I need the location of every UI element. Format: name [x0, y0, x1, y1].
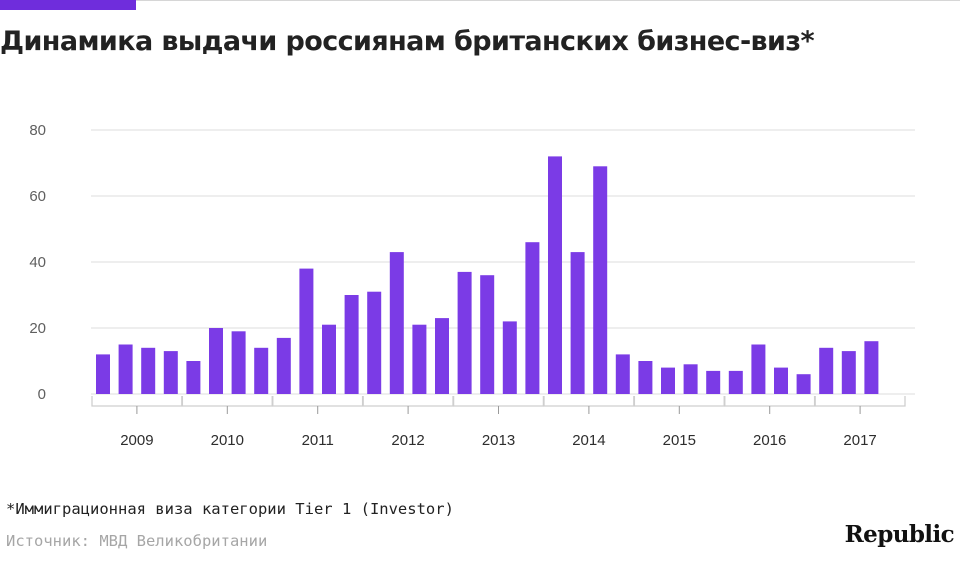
bar: [322, 324, 336, 394]
y-tick-label: 80: [29, 122, 46, 139]
bar: [864, 341, 879, 394]
bar: [502, 321, 517, 394]
bar: [96, 354, 110, 394]
bar: [774, 367, 788, 394]
bar: [389, 252, 404, 394]
y-tick-label: 20: [29, 320, 46, 337]
x-year-label: 2016: [753, 432, 786, 449]
bar: [751, 344, 766, 394]
bar: [344, 295, 359, 394]
bar: [615, 354, 630, 394]
year-bracket: [633, 396, 725, 407]
x-year-label: 2014: [572, 432, 605, 449]
x-year-label: 2013: [482, 432, 515, 449]
bar: [796, 374, 811, 394]
year-bracket: [181, 396, 273, 407]
bar: [548, 156, 562, 394]
year-bracket: [91, 396, 183, 407]
chart-title: Динамика выдачи россиянам британских биз…: [0, 26, 815, 57]
bar: [118, 344, 133, 394]
bar: [525, 242, 540, 394]
bar: [186, 361, 201, 394]
bar: [209, 328, 223, 394]
source-note: Источник: МВД Великобритании: [6, 532, 268, 550]
x-year-label: 2015: [663, 432, 696, 449]
x-year-label: 2010: [211, 432, 244, 449]
bar: [163, 351, 178, 394]
bar: [276, 337, 291, 394]
y-tick-label: 60: [29, 188, 46, 205]
bar: [231, 331, 246, 394]
x-year-label: 2011: [302, 432, 334, 449]
bar: [457, 271, 472, 394]
bar: [480, 275, 495, 394]
bar: [638, 361, 653, 394]
bar: [819, 347, 834, 394]
year-brackets: [91, 396, 906, 414]
bar: [299, 268, 314, 394]
year-bracket: [272, 396, 364, 407]
bar: [661, 367, 675, 394]
year-bracket: [452, 396, 545, 407]
bar: [141, 347, 156, 394]
x-year-label: 2009: [120, 432, 153, 449]
bar: [254, 347, 269, 394]
bar: [841, 351, 856, 394]
y-axis-ticks: 0 20 40 60 80: [29, 122, 46, 403]
footnote: *Иммиграционная виза категории Tier 1 (I…: [6, 500, 454, 518]
x-year-label: 2012: [391, 432, 424, 449]
bar: [706, 370, 721, 394]
y-tick-label: 0: [38, 386, 46, 403]
year-bracket: [814, 396, 906, 407]
top-rule: [136, 0, 960, 1]
bar: [683, 364, 698, 394]
y-tick-label: 40: [29, 254, 46, 271]
bar: [593, 166, 608, 394]
year-bracket: [543, 396, 635, 407]
year-bracket: [724, 396, 816, 407]
bar: [728, 370, 743, 394]
bar: [412, 324, 427, 394]
bar: [367, 291, 382, 394]
republic-logo[interactable]: Republic: [844, 521, 955, 548]
bar: [435, 318, 449, 394]
bars: [96, 156, 879, 394]
x-axis-year-labels: 2009 2010 2011 2012 2013 2014 2015 2016 2017: [120, 432, 877, 449]
year-bracket: [362, 396, 454, 407]
x-year-label: 2017: [843, 432, 876, 449]
accent-bar: [0, 0, 136, 10]
bar: [570, 252, 585, 394]
